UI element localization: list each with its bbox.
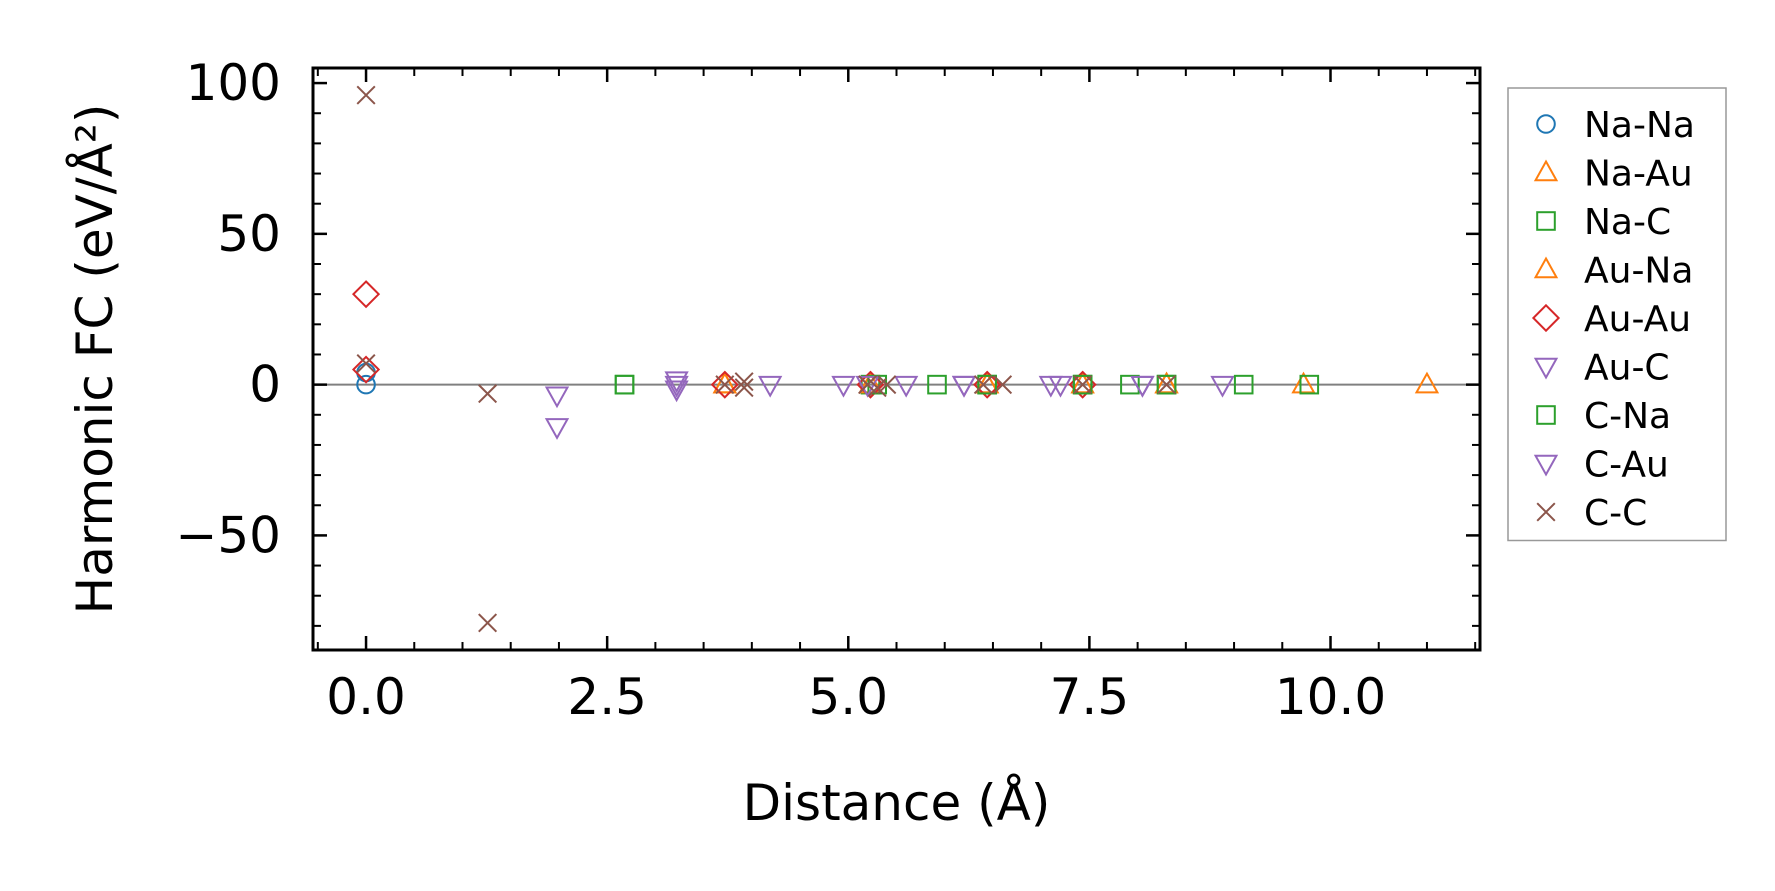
data-point: [614, 374, 635, 395]
data-point: [351, 280, 381, 309]
legend-marker: [1536, 405, 1556, 425]
legend-label: Na-Na: [1584, 105, 1695, 146]
legend-marker: [1533, 357, 1559, 380]
axis-ticks: [313, 68, 1480, 650]
legend-marker: [1536, 211, 1556, 231]
legend-item: Au-Na: [1533, 251, 1693, 292]
legend-item: Na-Au: [1533, 154, 1693, 195]
legend-marker: [1536, 114, 1556, 134]
y-tick-label: −50: [175, 506, 281, 564]
x-tick-label: 7.5: [1050, 668, 1130, 726]
data-point: [664, 375, 689, 398]
x-axis-label: Distance (Å): [743, 774, 1051, 832]
series-c-na: [614, 374, 1320, 395]
data-point: [977, 374, 997, 395]
legend-item: C-Au: [1533, 445, 1669, 486]
series-na-na: [356, 362, 376, 395]
tick-labels: 0.0 2.5 5.0 7.5 10.0 100 50 0 −50: [175, 54, 1386, 726]
data-point: [855, 375, 880, 398]
data-point: [478, 613, 498, 633]
x-tick-label: 5.0: [809, 668, 889, 726]
legend-item: Au-Au: [1531, 299, 1691, 340]
legend-item: C-C: [1536, 493, 1647, 534]
data-point: [831, 375, 856, 398]
legend-label: Na-Au: [1584, 154, 1693, 195]
legend-label: Au-Au: [1584, 299, 1691, 340]
data-point: [734, 378, 754, 398]
data-point: [1414, 371, 1440, 394]
data-point: [351, 355, 381, 384]
y-tick-label: 0: [249, 356, 281, 414]
data-point: [356, 374, 376, 395]
series-c-au: [664, 375, 1155, 398]
data-point: [715, 375, 735, 395]
data-point: [356, 85, 376, 105]
data-point: [544, 386, 570, 409]
data-point: [927, 374, 947, 395]
plot-frame: [311, 66, 1482, 652]
data-point: [664, 380, 689, 403]
x-tick-label: 0.0: [326, 668, 406, 726]
data-point: [1048, 375, 1073, 398]
data-point: [1070, 371, 1095, 394]
data-point: [1299, 374, 1320, 395]
legend-label: C-C: [1584, 493, 1647, 534]
data-point: [710, 370, 739, 399]
data-point: [356, 362, 376, 383]
data-point: [712, 371, 737, 394]
data-markers: [351, 85, 1440, 633]
data-point: [1130, 375, 1155, 398]
legend-item: Na-Na: [1536, 105, 1695, 146]
legend-item: C-Na: [1536, 396, 1671, 437]
y-tick-label: 50: [217, 205, 281, 263]
legend-label: Au-Na: [1584, 251, 1693, 292]
data-point: [951, 375, 977, 398]
legend-label: C-Na: [1584, 396, 1671, 437]
data-point: [1156, 374, 1177, 395]
data-point: [1291, 371, 1316, 394]
legend-marker: [1536, 502, 1556, 522]
legend-marker: [1533, 256, 1559, 279]
data-point: [1233, 374, 1254, 395]
data-point: [478, 384, 498, 404]
legend-marker: [1531, 303, 1561, 333]
legend-marker: [1533, 454, 1559, 477]
y-tick-label: 100: [186, 54, 281, 112]
data-point: [758, 375, 783, 398]
data-point: [877, 375, 897, 395]
data-point: [356, 354, 376, 374]
data-point: [734, 372, 754, 392]
data-point: [893, 375, 919, 398]
series-c-c: [356, 85, 1177, 633]
y-axis-label: Harmonic FC (eV/Å²): [66, 104, 124, 615]
legend-label: Na-C: [1584, 202, 1671, 243]
data-point: [1210, 375, 1235, 398]
data-point: [544, 418, 570, 440]
data-point: [1073, 375, 1093, 395]
legend-item: Na-C: [1536, 202, 1671, 243]
data-point: [1120, 374, 1140, 395]
legend-item: Au-C: [1533, 348, 1670, 389]
data-point: [1154, 371, 1179, 394]
legend: Na-Na Na-Au Na-C Au-Na Au-Au Au-C C-Na C-Au C-C: [1507, 87, 1727, 542]
legend-label: C-Au: [1584, 445, 1669, 486]
data-point: [993, 375, 1013, 395]
data-point: [951, 375, 977, 398]
data-point: [1157, 375, 1177, 395]
legend-marker: [1533, 159, 1559, 182]
data-point: [1072, 374, 1093, 395]
x-tick-label: 10.0: [1275, 668, 1386, 726]
legend-label: Au-C: [1584, 348, 1670, 389]
data-point: [973, 375, 993, 395]
x-tick-label: 2.5: [567, 668, 647, 726]
